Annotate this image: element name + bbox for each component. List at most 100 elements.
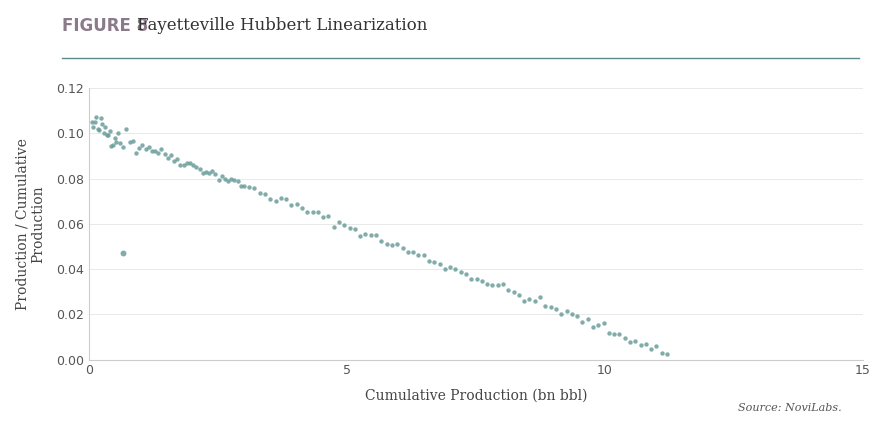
Point [120,126,134,132]
Point [512,291,526,298]
Point [164,152,178,158]
Point [332,218,346,225]
Point [176,161,190,168]
Point [596,320,610,327]
Point [111,130,125,137]
Point [106,142,120,149]
Point [148,148,162,155]
Point [152,150,166,156]
Point [570,313,584,320]
Point [543,303,557,310]
Point [575,319,589,325]
Point [144,147,159,154]
Point [311,208,325,215]
Point [533,294,548,301]
Point [464,276,478,282]
Point [343,225,357,232]
Point [132,144,146,151]
Point [94,115,108,122]
Point [369,231,383,238]
Point [253,190,267,196]
Point [586,324,600,331]
Point [92,127,106,133]
Point [295,204,309,211]
Point [448,265,462,272]
Point [237,183,251,190]
Point [390,241,404,248]
Point [655,350,669,357]
Point [374,238,388,245]
Point [138,146,152,153]
Point [115,250,129,256]
Point [279,196,293,203]
Point [406,248,420,255]
Point [554,311,568,317]
Point [214,173,229,179]
Text: Fayetteville Hubbert Linearization: Fayetteville Hubbert Linearization [137,17,428,34]
Point [507,288,521,295]
Point [247,184,261,191]
Point [263,195,277,202]
Point [109,138,123,145]
Point [228,176,242,183]
Point [183,159,197,166]
Point [454,268,468,275]
Point [470,276,484,282]
Point [359,231,373,238]
Point [395,245,409,251]
Point [290,201,304,208]
Point [539,302,553,309]
Point [300,209,315,216]
Point [660,351,674,357]
Point [98,124,113,130]
Point [218,176,232,182]
Point [206,167,220,174]
Point [363,232,377,239]
Point [103,127,117,134]
Point [88,119,102,126]
Point [167,157,182,164]
Point [459,271,473,278]
Point [158,151,172,158]
Point [306,209,320,216]
Point [196,169,210,176]
Point [100,131,114,138]
Point [491,282,505,289]
Point [101,132,115,138]
Point [142,144,156,150]
Point [517,298,532,305]
Point [327,224,341,230]
Point [548,306,563,313]
Point [107,135,121,141]
Point [480,280,494,287]
Point [202,170,216,176]
Point [96,121,110,128]
Point [170,155,184,162]
Point [559,308,573,314]
Point [338,222,352,229]
Point [116,144,130,151]
Point [284,201,299,208]
Point [580,315,595,322]
Point [105,143,119,150]
Point [85,118,99,125]
Point [129,149,144,156]
Point [496,281,510,288]
Point [416,251,431,258]
Point [190,164,204,170]
Point [354,233,368,240]
Point [633,342,648,349]
Point [212,176,226,183]
Point [186,162,200,169]
Point [274,195,288,202]
Point [316,214,330,221]
Point [628,337,642,344]
Point [438,265,452,272]
Point [607,330,621,337]
Point [501,287,516,294]
Text: Source: NoviLabs.: Source: NoviLabs. [738,403,842,413]
Point [113,139,128,146]
Point [432,261,447,268]
Point [564,311,579,317]
Point [86,124,100,130]
